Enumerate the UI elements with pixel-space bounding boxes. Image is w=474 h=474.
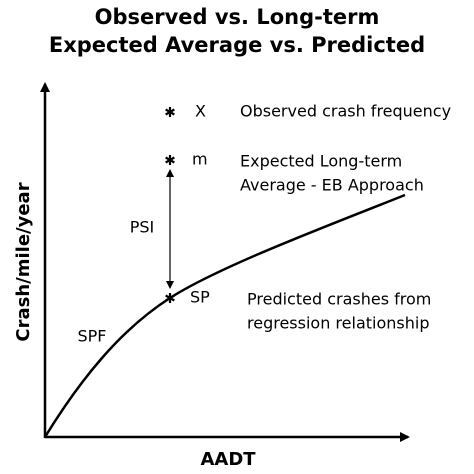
point-description: Expected Long-term: [240, 152, 402, 171]
point-label: SP: [190, 288, 210, 307]
asterisk: [165, 156, 175, 164]
asterisk: [165, 108, 175, 116]
asterisk: [165, 294, 175, 302]
point-label: m: [192, 150, 208, 169]
x-axis-label: AADT: [200, 449, 256, 470]
point-description: Predicted crashes from: [247, 290, 431, 309]
point-description: Average - EB Approach: [240, 176, 424, 195]
point-description: regression relationship: [247, 314, 429, 333]
title-line: Observed vs. Long-term: [95, 5, 380, 29]
y-axis-label: Crash/mile/year: [13, 182, 34, 341]
title-line: Expected Average vs. Predicted: [49, 33, 425, 57]
point-label: X: [195, 102, 206, 121]
point-description: Observed crash frequency: [240, 102, 451, 121]
curve-label: SPF: [77, 327, 106, 346]
spf-curve: [43, 193, 406, 438]
gap-label: PSI: [130, 218, 155, 237]
